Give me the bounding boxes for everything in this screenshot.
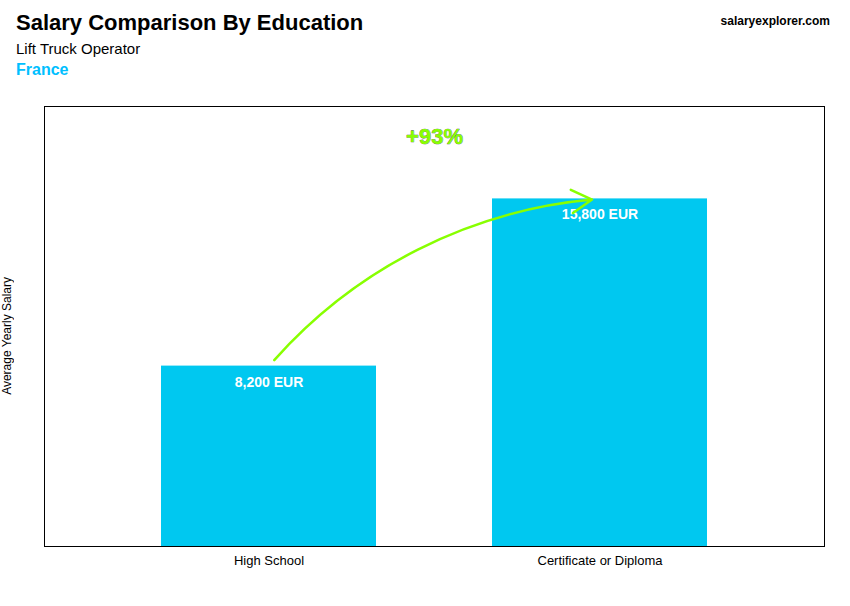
html-text:Lift Truck Operator: Lift Truck Operator <box>16 40 141 57</box>
svg-text:15,800 EUR: 15,800 EUR <box>562 206 638 222</box>
svg-text:8,200 EUR: 8,200 EUR <box>235 374 303 390</box>
html-text:salaryexplorer.com: salaryexplorer.com <box>720 14 830 28</box>
html-text:Salary Comparison By Education: Salary Comparison By Education <box>16 10 364 35</box>
svg-text:Certificate or Diploma: Certificate or Diploma <box>538 553 664 568</box>
svg-text:+93%: +93% <box>406 124 463 149</box>
svg-text:High School: High School <box>234 553 304 568</box>
html-text:France: France <box>16 61 69 78</box>
html-text:Average Yearly Salary: Average Yearly Salary <box>0 277 14 395</box>
